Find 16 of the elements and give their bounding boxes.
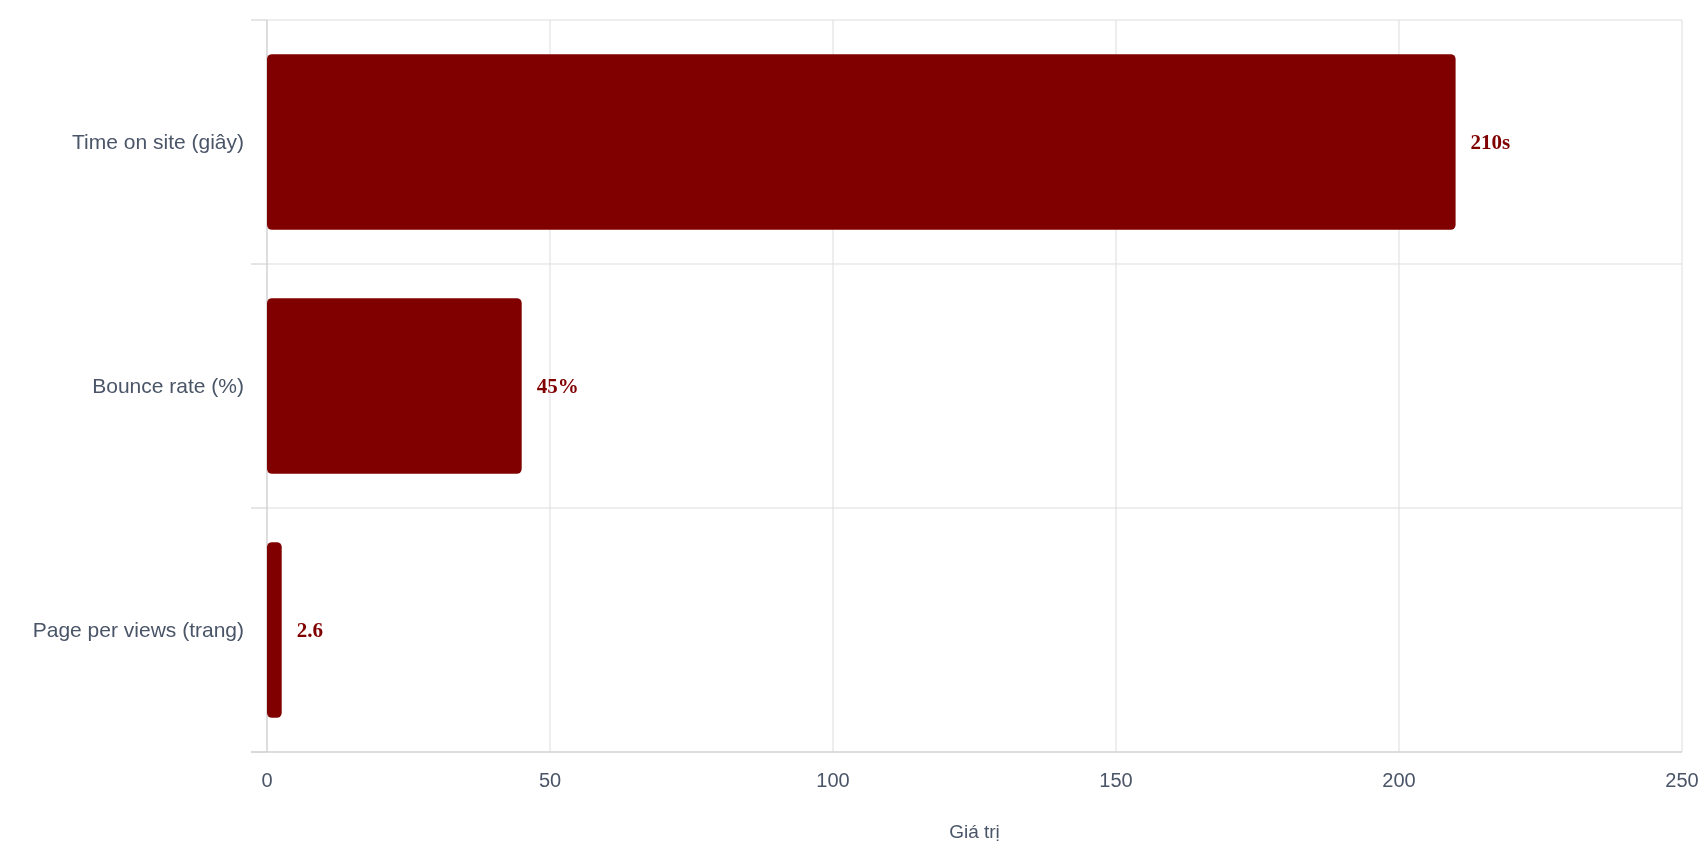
- x-tick-label: 50: [538, 769, 562, 791]
- x-axis-title: Giá trị: [949, 821, 1000, 842]
- x-tick-label: 150: [1099, 769, 1133, 791]
- x-tick-label: 0: [261, 769, 273, 791]
- bar: [267, 298, 522, 474]
- data-label: 45%: [536, 374, 579, 399]
- y-tick-label: Bounce rate (%): [92, 374, 244, 398]
- x-tick-label: 200: [1382, 769, 1416, 791]
- bar: [267, 54, 1456, 230]
- x-tick-label: 250: [1665, 769, 1699, 791]
- y-tick-label: Time on site (giây): [72, 130, 244, 154]
- data-label: 210s: [1470, 130, 1511, 155]
- data-label: 2.6: [296, 618, 323, 643]
- x-tick-label: 100: [816, 769, 850, 791]
- y-tick-label: Page per views (trang): [32, 618, 244, 642]
- bar: [267, 542, 282, 718]
